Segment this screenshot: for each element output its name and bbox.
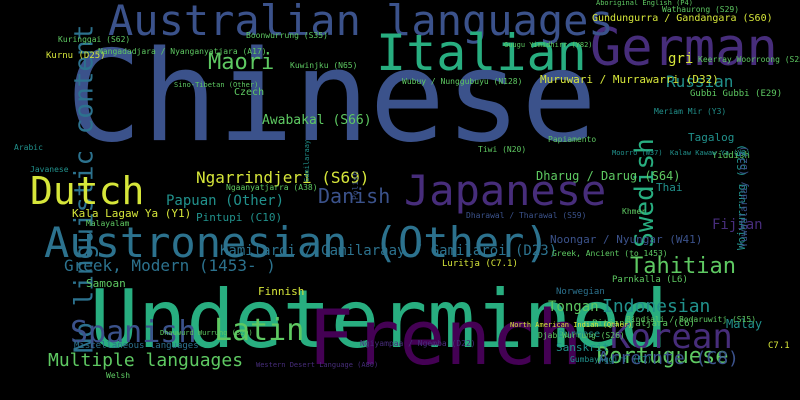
word: Sanskrit [556, 341, 609, 354]
word: Dharawal / Tharawal (S59) [466, 211, 587, 220]
word: Greek, Ancient (to 1453) [552, 249, 668, 258]
word: Ngarrindjeri (S69) [196, 168, 370, 187]
word: Ngiyampaa / Ngemba (D22) [360, 339, 476, 348]
word: Polish [351, 171, 360, 200]
word: Yuwaalaraay (D27) [739, 145, 750, 248]
word: Keerray Woorroong (S25) [698, 55, 800, 64]
word: Miscellaneous languages [74, 341, 199, 351]
word: North American Indian (Other) [510, 321, 633, 329]
word: Gumbaynggirr (E7) [570, 355, 652, 364]
word: Burmese [558, 329, 601, 340]
word: Guugu Yimidhirr (Y82) [504, 41, 593, 49]
word: gri [668, 51, 694, 67]
word: Gundungurra / Gandangara (S60) [592, 13, 773, 24]
word: Pitjantjatjara (C6) [592, 319, 695, 329]
word: Maori [208, 50, 275, 75]
word: Javanese [30, 165, 69, 174]
word: Awabakal (S66) [262, 113, 372, 128]
word: Tagalog [688, 131, 735, 144]
word: Wathaurong (S29) [662, 5, 740, 14]
word: Dharug / Darug (S64) [536, 169, 681, 183]
word: Kamilaroi / Gamilaraay / Gamilaroi (D23) [220, 243, 558, 259]
word: Czech [234, 87, 265, 98]
word: Indonesian [602, 296, 711, 317]
word: Papuan (Other) [166, 193, 285, 209]
word: Muruwari / Murrawarri (D32) [540, 73, 719, 86]
word: Malayalam [86, 219, 130, 228]
word: Nangadadjara / Nyanganyatjara (A17) [98, 47, 267, 56]
word: Dhauwurd Wurrung (S20) [160, 329, 253, 337]
word: French [308, 293, 583, 382]
word: Ngaanyatjarra (A38) [226, 183, 318, 192]
word: Samoan [86, 277, 126, 290]
word: Bindjali / Bodaruwitj (S15) [626, 315, 757, 324]
word: Latin [214, 313, 305, 348]
word: Papiamento [548, 135, 597, 144]
word: Welsh [106, 371, 131, 380]
word: Khmer [622, 207, 647, 216]
word: Kuringgai (S62) [58, 35, 131, 44]
word: Multiple languages [48, 350, 244, 371]
word: Danish [318, 184, 391, 208]
word: Portuguese [596, 344, 729, 369]
word: Malay [726, 317, 763, 331]
word: Sino-Tibetan (Other) [174, 81, 259, 89]
word: Russian [666, 72, 734, 91]
word: Kurnu (D25) [46, 51, 106, 61]
word: Korean [610, 317, 733, 357]
word: Italian [376, 24, 587, 82]
word: Tongan [548, 299, 599, 315]
word: Parnkalla (L6) [612, 275, 688, 285]
word: Japanese [404, 166, 607, 215]
word: Austronesian (Other) [44, 218, 550, 267]
word: Australian languages [108, 0, 614, 45]
word: C7.1 [768, 341, 790, 351]
word: Arrernte (C8) [598, 348, 739, 369]
word: Kala Lagaw Ya (Y1) [72, 207, 192, 220]
word: Arabic [14, 143, 43, 152]
word: Aboriginal English (P4) [596, 0, 693, 7]
word: Pintupi (C10) [196, 211, 283, 224]
word: Moorro (W37) [612, 149, 663, 157]
word: Noongar / Nyungar (W41) [550, 233, 703, 246]
word: Spanish [70, 315, 197, 350]
word: Wubuy / Nunggubuyu (N128) [402, 77, 523, 86]
word: Meriam Mir (Y3) [654, 107, 727, 116]
word: Chinese [66, 23, 598, 170]
word: Thai [656, 181, 683, 194]
word: Yiddish [712, 151, 750, 161]
word: Norwegian [556, 287, 605, 297]
word: Finnish [258, 285, 305, 298]
word: Djab Wurrung (S26) [538, 331, 625, 340]
word: Gubbi Gubbi (E29) [690, 89, 783, 99]
word: Greek, Modern (1453- ) [64, 256, 276, 275]
word: Undetermined [90, 273, 668, 366]
word: Western Desert Language (A80) [256, 361, 379, 369]
word: Dutch [30, 169, 145, 213]
word: Boonwurrung (S35) [246, 31, 328, 40]
word: Kalaw Kawaw Ya (Y2) [670, 149, 751, 157]
word: Gamilaraay [303, 139, 311, 182]
word: German [590, 18, 778, 78]
word: Kuwinjku (N65) [290, 61, 358, 70]
word: Fijian [712, 217, 763, 233]
word: Tahitian [630, 254, 736, 279]
word: Luritja (C7.1) [442, 259, 518, 269]
word: Tiwi (N20) [478, 145, 527, 154]
